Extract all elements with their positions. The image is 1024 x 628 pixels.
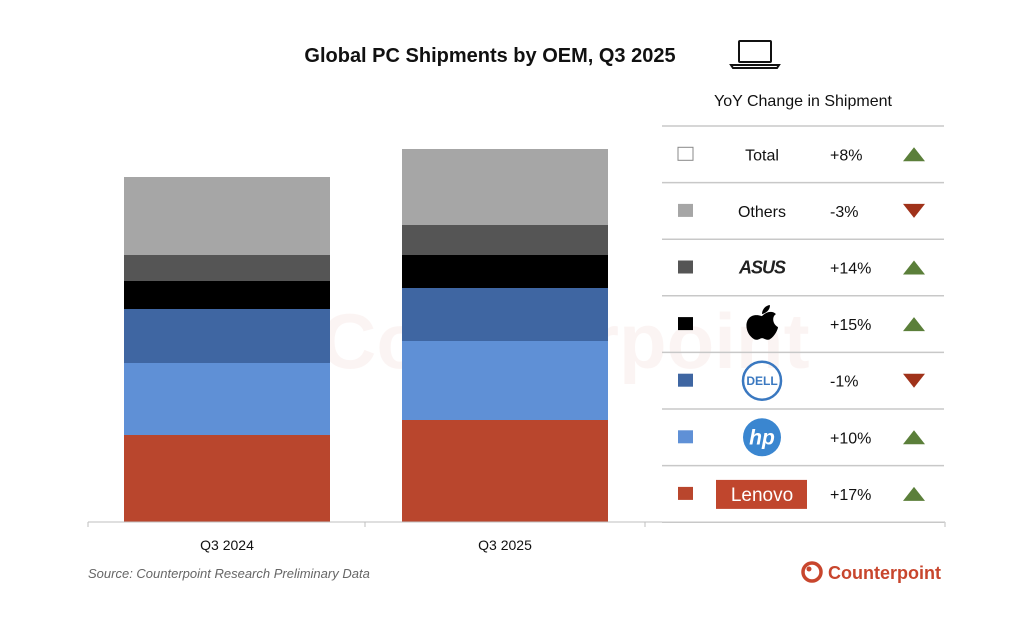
legend-row-asus: ASUS +14% bbox=[678, 258, 925, 278]
legend-swatch bbox=[678, 317, 693, 331]
bar-apple-q3-2025 bbox=[402, 255, 608, 288]
legend-row-dell: DELL -1% bbox=[678, 360, 925, 401]
bar-apple-q3-2024 bbox=[124, 281, 330, 309]
legend-swatch bbox=[678, 430, 693, 444]
arrow-down-icon bbox=[903, 203, 925, 218]
yoy-change-value: -3% bbox=[830, 204, 858, 221]
apple-logo: Apple bbox=[746, 305, 778, 340]
legend-table-title: YoY Change in Shipment bbox=[714, 93, 892, 110]
yoy-change-value: +17% bbox=[830, 487, 871, 504]
counterpoint-logo: Counterpoint bbox=[801, 561, 941, 583]
bar-lenovo-q3-2025 bbox=[402, 420, 608, 522]
dell-logo: DELL bbox=[741, 360, 783, 401]
arrow-up-icon bbox=[903, 317, 925, 332]
arrow-up-icon bbox=[903, 260, 925, 275]
svg-text:hp: hp bbox=[749, 426, 775, 449]
legend-swatch bbox=[678, 373, 693, 387]
laptop-icon bbox=[729, 40, 781, 69]
arrow-up-icon bbox=[903, 430, 925, 445]
x-tick-label: Q3 2025 bbox=[478, 537, 532, 553]
bar-dell-q3-2025 bbox=[402, 288, 608, 341]
chart-title: Global PC Shipments by OEM, Q3 2025 bbox=[304, 45, 675, 67]
yoy-change-value: +14% bbox=[830, 261, 871, 278]
arrow-up-icon bbox=[903, 486, 925, 501]
bar-others-q3-2025 bbox=[402, 149, 608, 225]
x-tick-label: Q3 2024 bbox=[200, 537, 254, 553]
legend-swatch bbox=[678, 260, 693, 274]
legend-row-hp: hp +10% bbox=[678, 418, 925, 457]
legend-row-total: Total +8% bbox=[677, 146, 925, 164]
bar-hp-q3-2024 bbox=[124, 363, 330, 435]
arrow-up-icon bbox=[903, 147, 925, 162]
bar-asus-q3-2025 bbox=[402, 225, 608, 255]
legend-label: Others bbox=[738, 204, 786, 221]
legend-row-others: Others -3% bbox=[678, 203, 925, 221]
yoy-change-value: +10% bbox=[830, 430, 871, 447]
legend-row-lenovo: Lenovo +17% bbox=[678, 479, 925, 509]
yoy-change-value: +8% bbox=[830, 147, 862, 164]
bar-dell-q3-2024 bbox=[124, 309, 330, 363]
svg-text:Lenovo: Lenovo bbox=[731, 485, 793, 506]
bar-asus-q3-2024 bbox=[124, 255, 330, 281]
bar-lenovo-q3-2024 bbox=[124, 435, 330, 522]
source-note: Source: Counterpoint Research Preliminar… bbox=[88, 566, 370, 581]
legend-swatch bbox=[678, 203, 693, 217]
asus-logo: ASUS bbox=[738, 258, 786, 278]
yoy-change-value: -1% bbox=[830, 374, 858, 391]
legend-row-apple: Apple +15% bbox=[678, 305, 925, 340]
bar-others-q3-2024 bbox=[124, 177, 330, 255]
arrow-down-icon bbox=[903, 373, 925, 388]
lenovo-logo: Lenovo bbox=[716, 479, 807, 509]
hp-logo: hp bbox=[743, 418, 781, 457]
yoy-change-value: +15% bbox=[830, 317, 871, 334]
legend-swatch bbox=[677, 146, 694, 161]
svg-text:Counterpoint: Counterpoint bbox=[828, 563, 941, 583]
legend-label: Total bbox=[745, 147, 779, 164]
bar-hp-q3-2025 bbox=[402, 341, 608, 420]
svg-text:DELL: DELL bbox=[746, 374, 777, 388]
legend-swatch bbox=[678, 486, 693, 500]
